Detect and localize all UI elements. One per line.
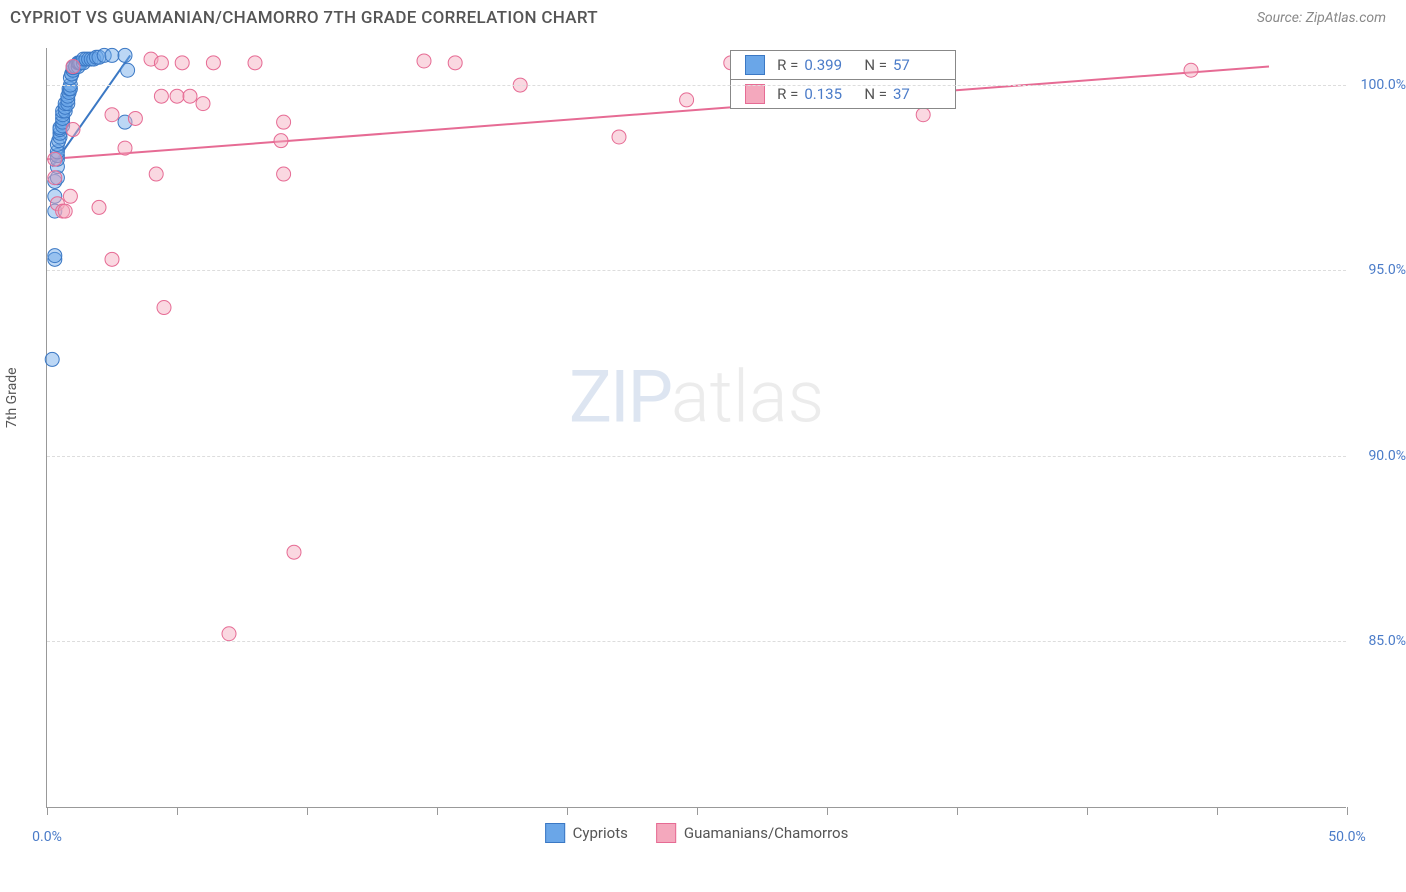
x-tick [1087,807,1088,815]
data-point [66,60,80,74]
data-point [118,141,132,155]
gridline [47,456,1346,457]
data-point [417,54,431,68]
x-tick [47,807,48,815]
legend-n-value: 37 [893,85,941,103]
legend-r-value: 0.135 [804,85,852,103]
data-point [128,111,142,125]
x-tick [957,807,958,815]
series-legend: Cypriots Guamanians/Chamorros [545,823,849,843]
x-tick [827,807,828,815]
data-point [277,167,291,181]
data-point [680,93,694,107]
legend-r-value: 0.399 [804,56,852,74]
data-point [196,97,210,111]
legend-row: R = 0.399 N = 57 [731,51,955,79]
chart-plot-area: ZIPatlas R = 0.399N = 57R = 0.135N = 37 … [46,48,1346,808]
stats-legend: R = 0.399 N = 57 R = 0.135 N = 37 [730,50,956,109]
data-point [154,56,168,70]
gridline [47,270,1346,271]
scatter-plot-svg [47,48,1346,807]
x-tick [697,807,698,815]
data-point [287,545,301,559]
legend-swatch [545,823,565,843]
data-point [248,56,262,70]
x-tick [1217,807,1218,815]
data-point [149,167,163,181]
x-tick [307,807,308,815]
data-point [121,63,135,77]
data-point [175,56,189,70]
data-point [105,108,119,122]
y-tick-label: 90.0% [1368,448,1406,464]
y-axis-label: 7th Grade [4,367,20,428]
data-point [916,108,930,122]
x-tick [437,807,438,815]
legend-n-label: N = [864,56,887,74]
data-point [48,152,62,166]
bottom-legend-item: Guamanians/Chamorros [656,823,848,843]
data-point [154,89,168,103]
x-tick-label: 0.0% [32,829,62,845]
data-point [105,252,119,266]
gridline [47,85,1346,86]
x-tick [1347,807,1348,815]
data-point [183,89,197,103]
data-point [612,130,626,144]
legend-row: R = 0.135 N = 37 [731,79,955,108]
data-point [105,48,119,62]
legend-r-label: R = [777,85,798,103]
x-tick [567,807,568,815]
source-attribution: Source: ZipAtlas.com [1257,10,1386,26]
legend-n-label: N = [864,85,887,103]
x-tick [177,807,178,815]
legend-swatch [745,84,765,104]
data-point [274,134,288,148]
data-point [48,249,62,263]
data-point [118,48,132,62]
data-point [448,56,462,70]
trend-line [47,67,1269,160]
data-point [45,352,59,366]
data-point [1184,63,1198,77]
chart-title: CYPRIOT VS GUAMANIAN/CHAMORRO 7TH GRADE … [10,8,598,28]
data-point [63,189,77,203]
data-point [58,204,72,218]
data-point [48,171,62,185]
series-name: Cypriots [573,824,628,842]
gridline [47,641,1346,642]
legend-swatch [745,55,765,75]
y-tick-label: 100.0% [1361,77,1406,93]
bottom-legend-item: Cypriots [545,823,628,843]
data-point [66,123,80,137]
y-tick-label: 95.0% [1368,262,1406,278]
series-name: Guamanians/Chamorros [684,824,848,842]
data-point [92,200,106,214]
data-point [222,627,236,641]
data-point [277,115,291,129]
data-point [157,301,171,315]
legend-r-label: R = [777,56,798,74]
legend-n-value: 57 [893,56,941,74]
x-tick-label: 50.0% [1328,829,1366,845]
y-tick-label: 85.0% [1368,633,1406,649]
legend-swatch [656,823,676,843]
data-point [206,56,220,70]
data-point [170,89,184,103]
